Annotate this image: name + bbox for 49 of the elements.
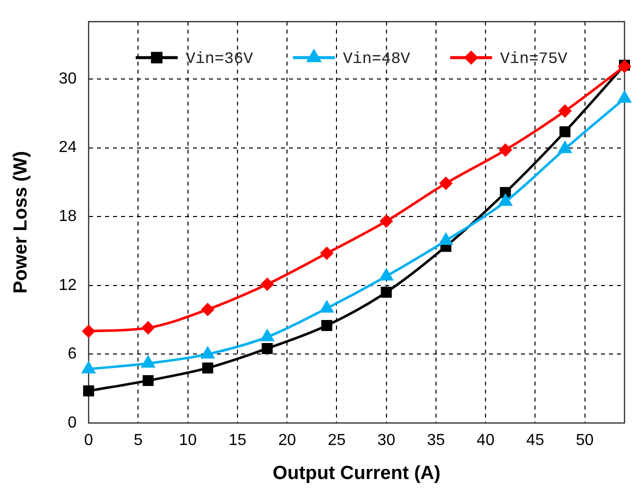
- point: [82, 325, 95, 338]
- x-tick-label: 50: [576, 432, 594, 450]
- x-tick-label: 20: [278, 432, 296, 450]
- point: [498, 194, 512, 206]
- y-tick-label: 30: [58, 70, 77, 88]
- x-tick-label: 15: [228, 432, 246, 450]
- point: [499, 144, 512, 156]
- x-axis-title: Output Current (A): [272, 462, 440, 484]
- legend-label: Vin=75V: [500, 50, 568, 68]
- point: [83, 385, 94, 396]
- x-tick-label: 25: [328, 432, 346, 450]
- point: [260, 278, 274, 290]
- point: [201, 303, 214, 316]
- point: [380, 214, 393, 228]
- y-tick-label: 6: [68, 346, 77, 363]
- x-tick-label: 5: [134, 432, 143, 450]
- point: [618, 91, 631, 103]
- point: [439, 233, 452, 245]
- point: [202, 362, 214, 374]
- point: [82, 362, 96, 374]
- point: [260, 330, 274, 342]
- legend-label: Vin=36V: [186, 50, 254, 68]
- point: [142, 322, 154, 334]
- point: [262, 342, 273, 354]
- point: [201, 346, 214, 358]
- point: [142, 375, 154, 386]
- x-tick-label: 40: [476, 432, 495, 450]
- point: [380, 286, 392, 298]
- legend-label: Vin=48V: [342, 50, 411, 68]
- point: [500, 186, 511, 198]
- y-tick-label: 24: [58, 139, 77, 156]
- point: [559, 126, 570, 138]
- point: [320, 301, 334, 313]
- point: [142, 356, 155, 368]
- point: [380, 268, 393, 280]
- y-axis-title: Power Loss (W): [10, 151, 32, 294]
- x-tick-label: 35: [427, 432, 445, 450]
- point: [558, 142, 572, 154]
- x-tick-label: 30: [377, 432, 396, 450]
- x-tick-label: 0: [84, 432, 94, 450]
- x-tick-label: 45: [526, 432, 544, 450]
- y-tick-label: 12: [58, 276, 77, 294]
- point: [320, 247, 334, 260]
- y-tick-label: 0: [68, 414, 77, 432]
- point: [321, 320, 332, 332]
- point: [558, 104, 572, 118]
- y-tick-label: 18: [58, 208, 77, 225]
- x-tick-label: 10: [178, 432, 197, 450]
- point: [440, 177, 452, 190]
